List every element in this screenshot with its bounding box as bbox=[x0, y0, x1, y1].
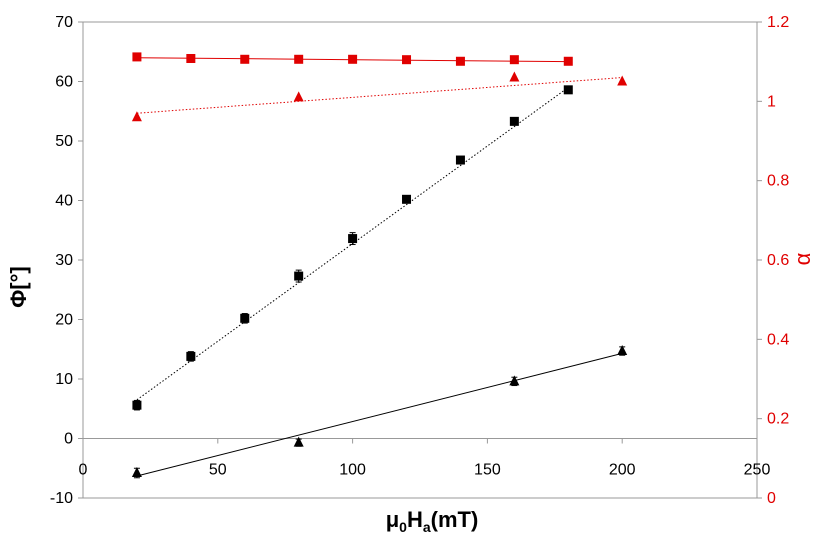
series-1-trendline bbox=[136, 352, 623, 477]
series-2-point bbox=[509, 55, 519, 65]
y-tick-label: 10 bbox=[55, 371, 73, 388]
series-2-point bbox=[240, 54, 250, 64]
series-2-point bbox=[402, 55, 412, 65]
y-tick-label: 50 bbox=[55, 133, 73, 150]
series-1-point bbox=[293, 436, 304, 447]
y-tick-label: -10 bbox=[50, 490, 73, 507]
series-1-point bbox=[509, 375, 520, 386]
series-2-point bbox=[294, 54, 304, 64]
y-tick-label: 30 bbox=[55, 252, 73, 269]
series-0-point bbox=[509, 116, 519, 126]
x-axis-title-tail: (mT) bbox=[431, 507, 479, 532]
x-tick-label: 250 bbox=[744, 462, 771, 479]
series-2-point bbox=[132, 52, 142, 62]
series-3-point bbox=[131, 111, 142, 122]
y2-tick-label: 1 bbox=[767, 93, 776, 110]
y2-axis-title: α bbox=[790, 252, 815, 265]
x-tick-label: 200 bbox=[609, 462, 636, 479]
series-0-point bbox=[348, 234, 358, 244]
x-axis-title: μ0Ha(mT) bbox=[386, 507, 479, 535]
y-tick-label: 20 bbox=[55, 312, 73, 329]
y-tick-label: 40 bbox=[55, 193, 73, 210]
y-axis-title: Φ[°] bbox=[6, 266, 31, 308]
y2-tick-label: 0.6 bbox=[767, 252, 789, 269]
y-tick-label: 0 bbox=[64, 431, 73, 448]
plot-frame bbox=[82, 21, 758, 499]
x-axis-title-mid: H bbox=[407, 507, 423, 532]
axes-layer: -10 0 10 20 30 40 50 60 70 0 0.2 0.4 0.6 0.8 1 1.2 0 50 10… bbox=[50, 14, 789, 507]
labels-layer: Φ[°] α μ0Ha(mT) bbox=[6, 252, 815, 535]
series-2-point bbox=[348, 54, 358, 64]
series-1-point bbox=[617, 345, 628, 356]
series-0-point bbox=[132, 400, 142, 410]
series-2-point bbox=[455, 56, 465, 66]
series-3-point bbox=[293, 91, 304, 102]
series-3-point bbox=[509, 71, 520, 82]
series-0-point bbox=[186, 351, 196, 361]
series-1-point bbox=[131, 467, 142, 478]
series-0-point bbox=[240, 313, 250, 323]
trend-layer bbox=[136, 57, 623, 477]
y2-tick-label: 0.8 bbox=[767, 173, 789, 190]
y2-tick-label: 1.2 bbox=[767, 14, 789, 31]
x-tick-label: 0 bbox=[79, 462, 88, 479]
series-2-point bbox=[563, 56, 573, 66]
y2-tick-label: 0.4 bbox=[767, 331, 789, 348]
x-tick-label: 150 bbox=[474, 462, 501, 479]
y-tick-label: 70 bbox=[55, 14, 73, 31]
x-tick-label: 100 bbox=[339, 462, 366, 479]
series-3-point bbox=[617, 75, 628, 86]
x-axis-title-sub1: 0 bbox=[399, 519, 407, 535]
y2-tick-label: 0 bbox=[767, 490, 776, 507]
series-0-point bbox=[455, 155, 465, 165]
marks-layer bbox=[131, 52, 628, 479]
y2-tick-label: 0.2 bbox=[767, 411, 789, 428]
series-0-point bbox=[402, 194, 412, 204]
x-tick-label: 50 bbox=[209, 462, 227, 479]
series-0-point bbox=[563, 85, 573, 95]
x-axis-title-sub2: a bbox=[423, 519, 431, 535]
y-tick-label: 60 bbox=[55, 74, 73, 91]
x-axis-title-main: μ bbox=[386, 507, 399, 532]
series-0-point bbox=[294, 271, 304, 281]
series-3-trendline bbox=[136, 77, 623, 114]
series-2-point bbox=[186, 53, 196, 63]
